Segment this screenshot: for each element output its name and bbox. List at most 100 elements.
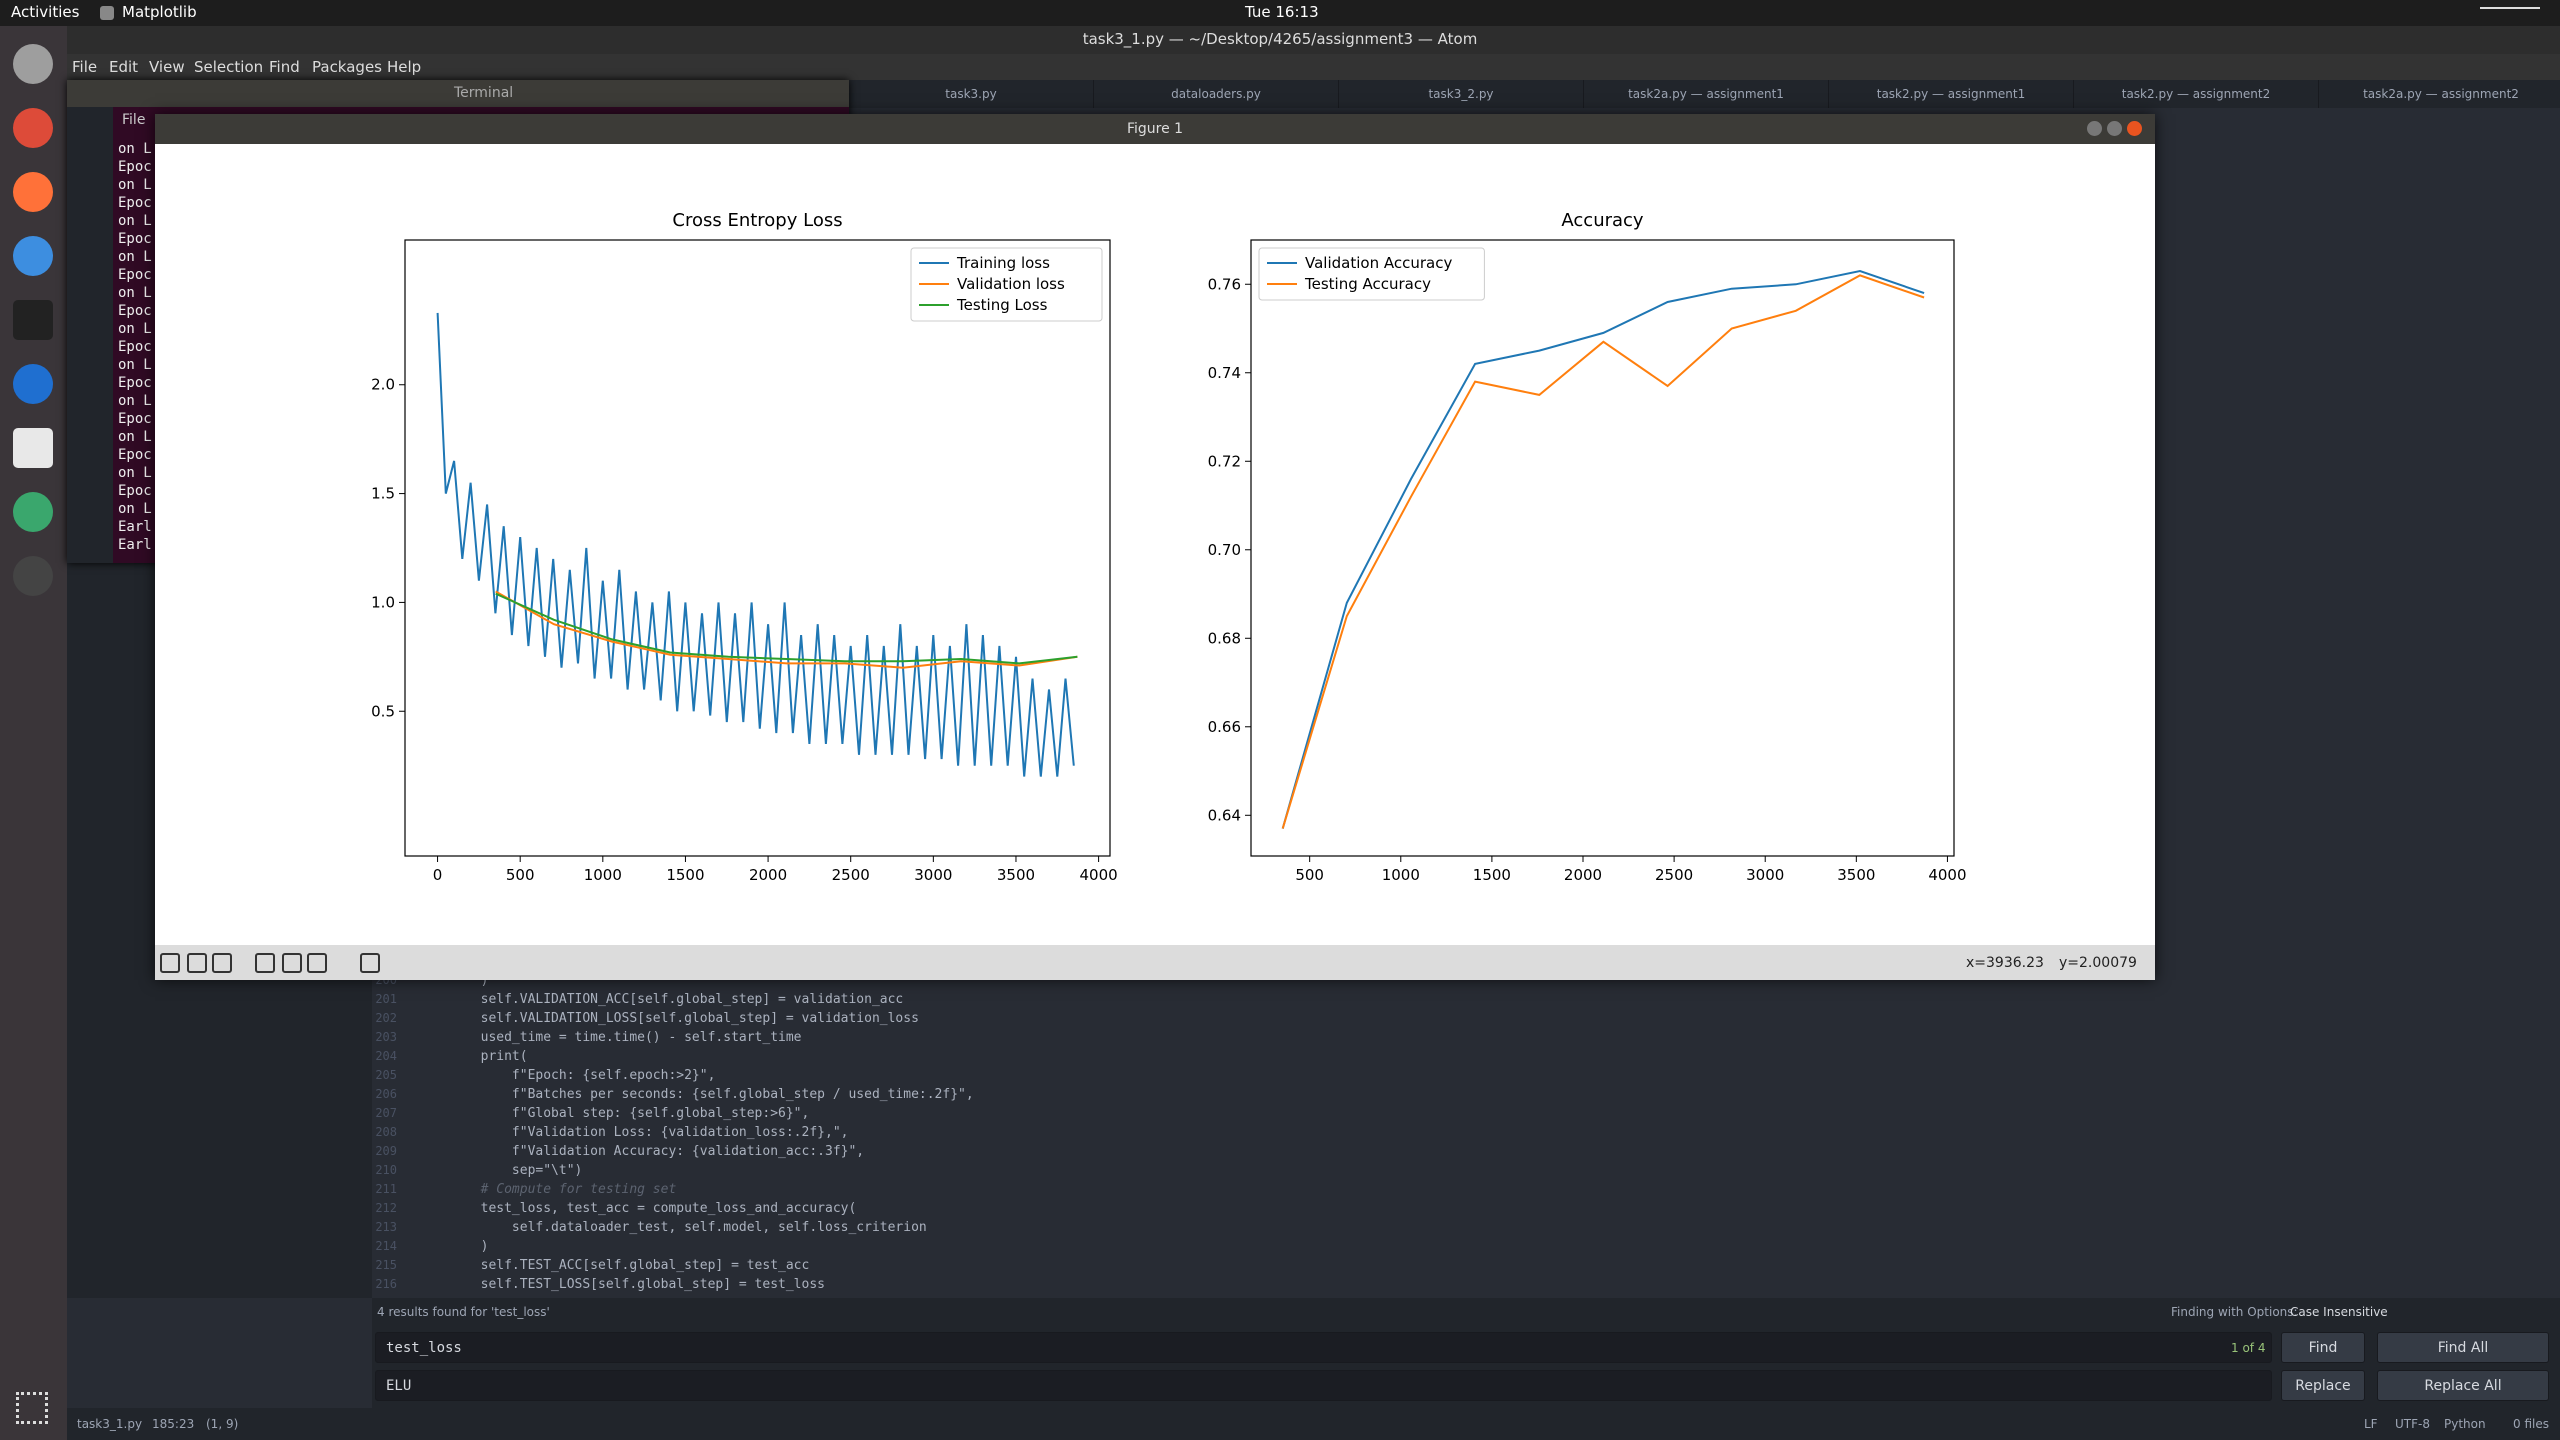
- terminal-line: Epoc: [118, 303, 152, 319]
- terminal-line: Epoc: [118, 267, 152, 283]
- terminal-line: Epoc: [118, 375, 152, 391]
- menu-item[interactable]: Edit: [109, 58, 139, 76]
- toolbar-button[interactable]: [307, 953, 327, 973]
- toolbar-button[interactable]: [187, 953, 207, 973]
- tab[interactable]: task2a.py — assignment1: [1584, 80, 1829, 108]
- dock-icon[interactable]: [13, 428, 53, 468]
- code-line: f"Validation Loss: {validation_loss:.2f}…: [418, 1125, 849, 1140]
- apps-button[interactable]: [16, 1392, 48, 1424]
- line-number: 201: [375, 992, 397, 1006]
- terminal-line: Epoc: [118, 447, 152, 463]
- x-tick-label: 3000: [1746, 866, 1784, 884]
- status-encoding[interactable]: UTF-8: [2395, 1417, 2430, 1431]
- dock-icon[interactable]: [13, 492, 53, 532]
- terminal-line: Epoc: [118, 339, 152, 355]
- window-titlebar: task3_1.py — ~/Desktop/4265/assignment3 …: [67, 26, 2560, 54]
- clock[interactable]: Tue 16:13: [1245, 3, 1319, 21]
- terminal-menu[interactable]: File: [122, 112, 146, 128]
- code-line: self.TEST_LOSS[self.global_step] = test_…: [418, 1277, 825, 1292]
- tab-label: task2.py — assignment2: [2121, 87, 2271, 101]
- tab[interactable]: task2.py — assignment2: [2074, 80, 2319, 108]
- toolbar-button[interactable]: [282, 953, 302, 973]
- status-files[interactable]: 0 files: [2513, 1417, 2549, 1431]
- dock-icon[interactable]: [13, 300, 53, 340]
- app-menu[interactable]: Matplotlib: [122, 3, 197, 21]
- code-line: used_time = time.time() - self.start_tim…: [418, 1030, 802, 1045]
- tab-label: dataloaders.py: [1171, 87, 1261, 101]
- x-tick-label: 1500: [1473, 866, 1511, 884]
- menu-item[interactable]: File: [72, 58, 98, 76]
- menu-item[interactable]: Selection: [194, 58, 264, 76]
- dock-icon[interactable]: [13, 364, 53, 404]
- dock-icon[interactable]: [13, 556, 53, 596]
- minimize-button[interactable]: [2087, 121, 2102, 136]
- tab[interactable]: dataloaders.py: [1094, 80, 1339, 108]
- legend-box: [1258, 247, 1485, 301]
- activities[interactable]: Activities: [11, 3, 80, 21]
- legend-label: Testing Accuracy: [1304, 275, 1431, 293]
- status-line-ending[interactable]: LF: [2364, 1417, 2378, 1431]
- terminal-line: Earl: [118, 519, 152, 535]
- terminal-title: Terminal: [454, 85, 514, 101]
- find-options-label: Finding with Options:: [2171, 1305, 2298, 1319]
- maximize-button[interactable]: [2107, 121, 2122, 136]
- tab-label: task2.py — assignment1: [1876, 87, 2026, 101]
- series-line: [1281, 269, 1925, 829]
- menu-item[interactable]: Packages: [312, 58, 382, 76]
- status-grammar[interactable]: Python: [2444, 1417, 2486, 1431]
- terminal-line: Epoc: [118, 411, 152, 427]
- figure-canvas: Cross Entropy Loss 0 500 1000 1500 2000 2500 30…: [371, 210, 1966, 884]
- terminal-line: on L: [118, 393, 152, 409]
- tab[interactable]: task2a.py — assignment2: [2319, 80, 2560, 108]
- replace-all-button[interactable]: Replace All: [2377, 1370, 2549, 1401]
- axes-frame: [404, 239, 1111, 857]
- replace-button[interactable]: Replace: [2281, 1370, 2365, 1401]
- toolbar-button[interactable]: [212, 953, 232, 973]
- x-tick-label: 1000: [584, 866, 622, 884]
- terminal-line: on L: [118, 429, 152, 445]
- line-number: 214: [375, 1239, 397, 1253]
- tab[interactable]: task3.py: [849, 80, 1094, 108]
- menu-item[interactable]: View: [149, 58, 185, 76]
- line-number: 205: [375, 1068, 397, 1082]
- find-button[interactable]: Find: [2281, 1332, 2365, 1363]
- status-selection: (1, 9): [206, 1417, 239, 1431]
- tab[interactable]: task2.py — assignment1: [1829, 80, 2074, 108]
- status-cursor[interactable]: 185:23: [152, 1417, 195, 1431]
- line-number: 204: [375, 1049, 397, 1063]
- x-tick-label: 1000: [1382, 866, 1420, 884]
- replace-input[interactable]: ELU: [375, 1370, 2272, 1401]
- top-bar: Activities Matplotlib Tue 16:13: [0, 0, 2560, 26]
- close-button[interactable]: [2127, 121, 2142, 136]
- dock-icon[interactable]: [13, 236, 53, 276]
- terminal-line: Epoc: [118, 483, 152, 499]
- toolbar-button[interactable]: [360, 953, 380, 973]
- x-tick-label: 2500: [832, 866, 870, 884]
- find-all-button[interactable]: Find All: [2377, 1332, 2549, 1363]
- dock-icon[interactable]: [13, 108, 53, 148]
- find-input[interactable]: test_loss 1 of 4: [375, 1332, 2272, 1363]
- toolbar-button[interactable]: [160, 953, 180, 973]
- code-line: self.dataloader_test, self.model, self.l…: [418, 1220, 927, 1235]
- x-tick-label: 2000: [1564, 866, 1602, 884]
- code-line: ): [418, 1239, 489, 1254]
- status-icons[interactable]: [2480, 7, 2540, 21]
- line-number: 212: [375, 1201, 397, 1215]
- code-line: test_loss, test_acc = compute_loss_and_a…: [418, 1201, 857, 1216]
- status-bar: task3_1.py 185:23 (1, 9) LF UTF-8 Python…: [67, 1408, 2560, 1440]
- code-line: self.VALIDATION_ACC[self.global_step] = …: [418, 992, 904, 1007]
- dock-icon[interactable]: [13, 44, 53, 84]
- terminal-line: on L: [118, 465, 152, 481]
- editor[interactable]: 200 ) 201 self.VALIDATION_ACC[self.global…: [372, 974, 2560, 1298]
- dock-icon[interactable]: [13, 172, 53, 212]
- line-number: 210: [375, 1163, 397, 1177]
- menu-item[interactable]: Help: [387, 58, 422, 76]
- menu-item[interactable]: Find: [269, 58, 300, 76]
- code-line: f"Batches per seconds: {self.global_step…: [418, 1087, 974, 1102]
- terminal-line: Epoc: [118, 159, 152, 175]
- status-file[interactable]: task3_1.py: [77, 1417, 143, 1431]
- tab[interactable]: task3_2.py: [1339, 80, 1584, 108]
- coord-x: x=3936.23: [1966, 955, 2044, 971]
- toolbar-button[interactable]: [255, 953, 275, 973]
- x-tick-label: 3500: [997, 866, 1035, 884]
